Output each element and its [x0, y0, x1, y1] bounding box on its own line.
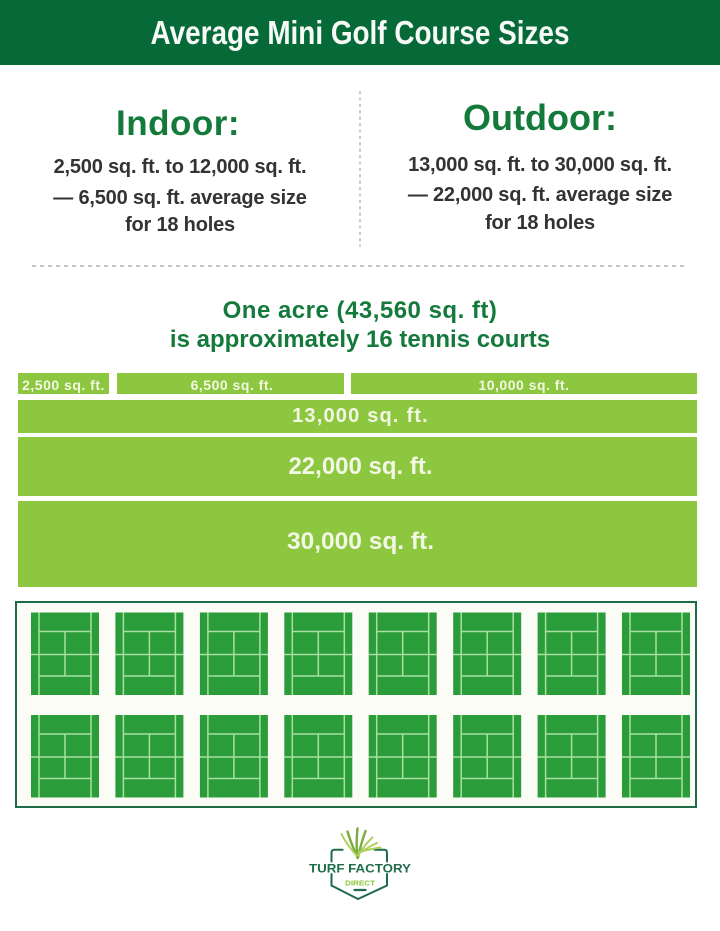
svg-text:TURF FACTORY: TURF FACTORY: [309, 864, 411, 876]
svg-text:DIRECT: DIRECT: [345, 880, 376, 887]
